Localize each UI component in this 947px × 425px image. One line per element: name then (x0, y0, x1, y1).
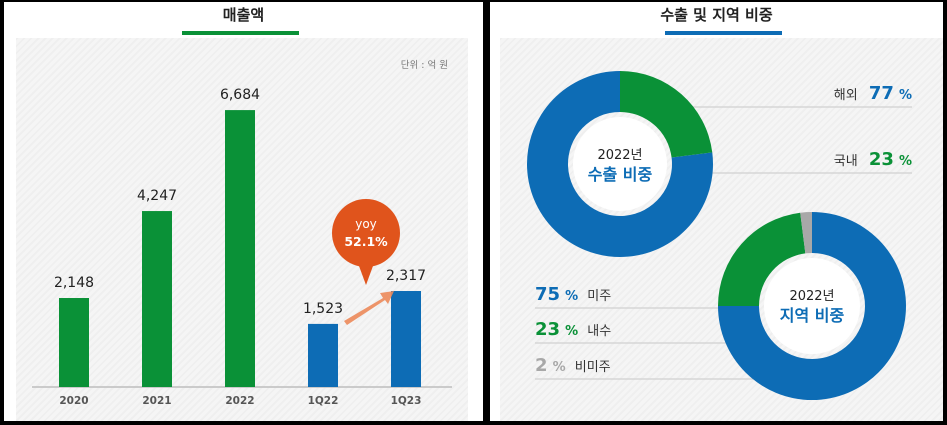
label-americas-name: 미주 (587, 289, 611, 304)
region-donut-center (764, 258, 860, 354)
export-donut (527, 71, 713, 257)
value-label-1Q22: 1,523 (303, 301, 343, 317)
label-americas: 75 % 미주 (535, 284, 611, 305)
bar-2020 (59, 298, 89, 387)
growth-arrow (344, 291, 394, 325)
region-slice-미주 (718, 212, 906, 400)
bar-1Q23 (391, 291, 421, 387)
yoy-callout-circle (332, 199, 400, 267)
label-non-americas: 2 % 비미주 (535, 355, 611, 376)
label-non-americas-name: 비미주 (575, 360, 611, 375)
label-americas-sym: % (565, 289, 578, 304)
region-donut-year: 2022년 (789, 289, 834, 304)
export-region-title: 수출 및 지역 비중 (660, 6, 773, 24)
label-overseas-pct: 77 (869, 83, 894, 104)
label-internal-pct: 23 (535, 319, 560, 340)
category-label-1Q22: 1Q22 (308, 395, 339, 407)
bar-2022 (225, 110, 255, 387)
region-slice-내수 (718, 212, 806, 306)
revenue-bar-chart: 단위 : 억 원 2,148 2020 4,247 2021 6,684 2022 1,52… (32, 59, 452, 407)
label-domestic-pct: 23 (869, 149, 894, 170)
export-slice-해외 (527, 71, 713, 257)
donut-charts: 2022년 수출 비중 2022년 지역 비중 해외 77 % 국내 23 % (527, 71, 912, 400)
label-non-americas-pct: 2 (535, 355, 548, 376)
bar-2021 (142, 211, 172, 387)
label-overseas-sym: % (899, 88, 912, 103)
export-region-title-underline (665, 31, 782, 35)
region-donut-label: 지역 비중 (780, 306, 845, 325)
export-donut-center (573, 117, 667, 211)
label-internal-name: 내수 (587, 324, 611, 339)
category-label-2021: 2021 (142, 395, 171, 407)
value-label-2022: 6,684 (220, 87, 260, 103)
label-domestic: 국내 23 % (834, 149, 912, 170)
region-donut (718, 212, 906, 400)
yoy-callout-line2: 52.1% (344, 234, 388, 249)
donut-chart-area: 2022년 수출 비중 2022년 지역 비중 해외 77 % 국내 23 % (500, 38, 943, 421)
label-domestic-name: 국내 (834, 154, 858, 169)
bars-group: 2,148 2020 4,247 2021 6,684 2022 1,523 1Q22 2,31… (54, 87, 426, 407)
category-label-2022: 2022 (225, 395, 254, 407)
value-label-1Q23: 2,317 (386, 268, 426, 284)
export-slice-국내 (620, 71, 713, 158)
export-donut-label: 수출 비중 (588, 165, 653, 184)
label-internal-sym: % (565, 324, 578, 339)
yoy-callout-line1: yoy (355, 217, 377, 231)
category-label-1Q23: 1Q23 (391, 395, 422, 407)
category-label-2020: 2020 (59, 395, 88, 407)
label-domestic-sym: % (899, 154, 912, 169)
revenue-title: 매출액 (222, 6, 265, 24)
label-overseas-name: 해외 (834, 88, 858, 103)
value-label-2021: 4,247 (137, 188, 177, 204)
label-internal: 23 % 내수 (535, 319, 611, 340)
export-donut-year: 2022년 (597, 148, 642, 163)
label-americas-pct: 75 (535, 284, 560, 305)
value-label-2020: 2,148 (54, 275, 94, 291)
revenue-panel: 매출액 단위 : 억 원 2,148 2020 4,247 2021 6,684 2022… (4, 2, 483, 421)
export-region-panel: 수출 및 지역 비중 2022년 수출 비중 2022년 지역 (490, 2, 943, 421)
yoy-callout-bubble (359, 266, 373, 285)
label-overseas: 해외 77 % (834, 83, 912, 104)
region-slice-비미주 (800, 212, 812, 254)
revenue-chart-area: 단위 : 억 원 2,148 2020 4,247 2021 6,684 2022 1,52… (16, 38, 468, 421)
revenue-title-underline (182, 31, 299, 35)
bar-1Q22 (308, 323, 338, 387)
label-non-americas-sym: % (553, 360, 566, 375)
unit-label: 단위 : 억 원 (401, 59, 448, 71)
